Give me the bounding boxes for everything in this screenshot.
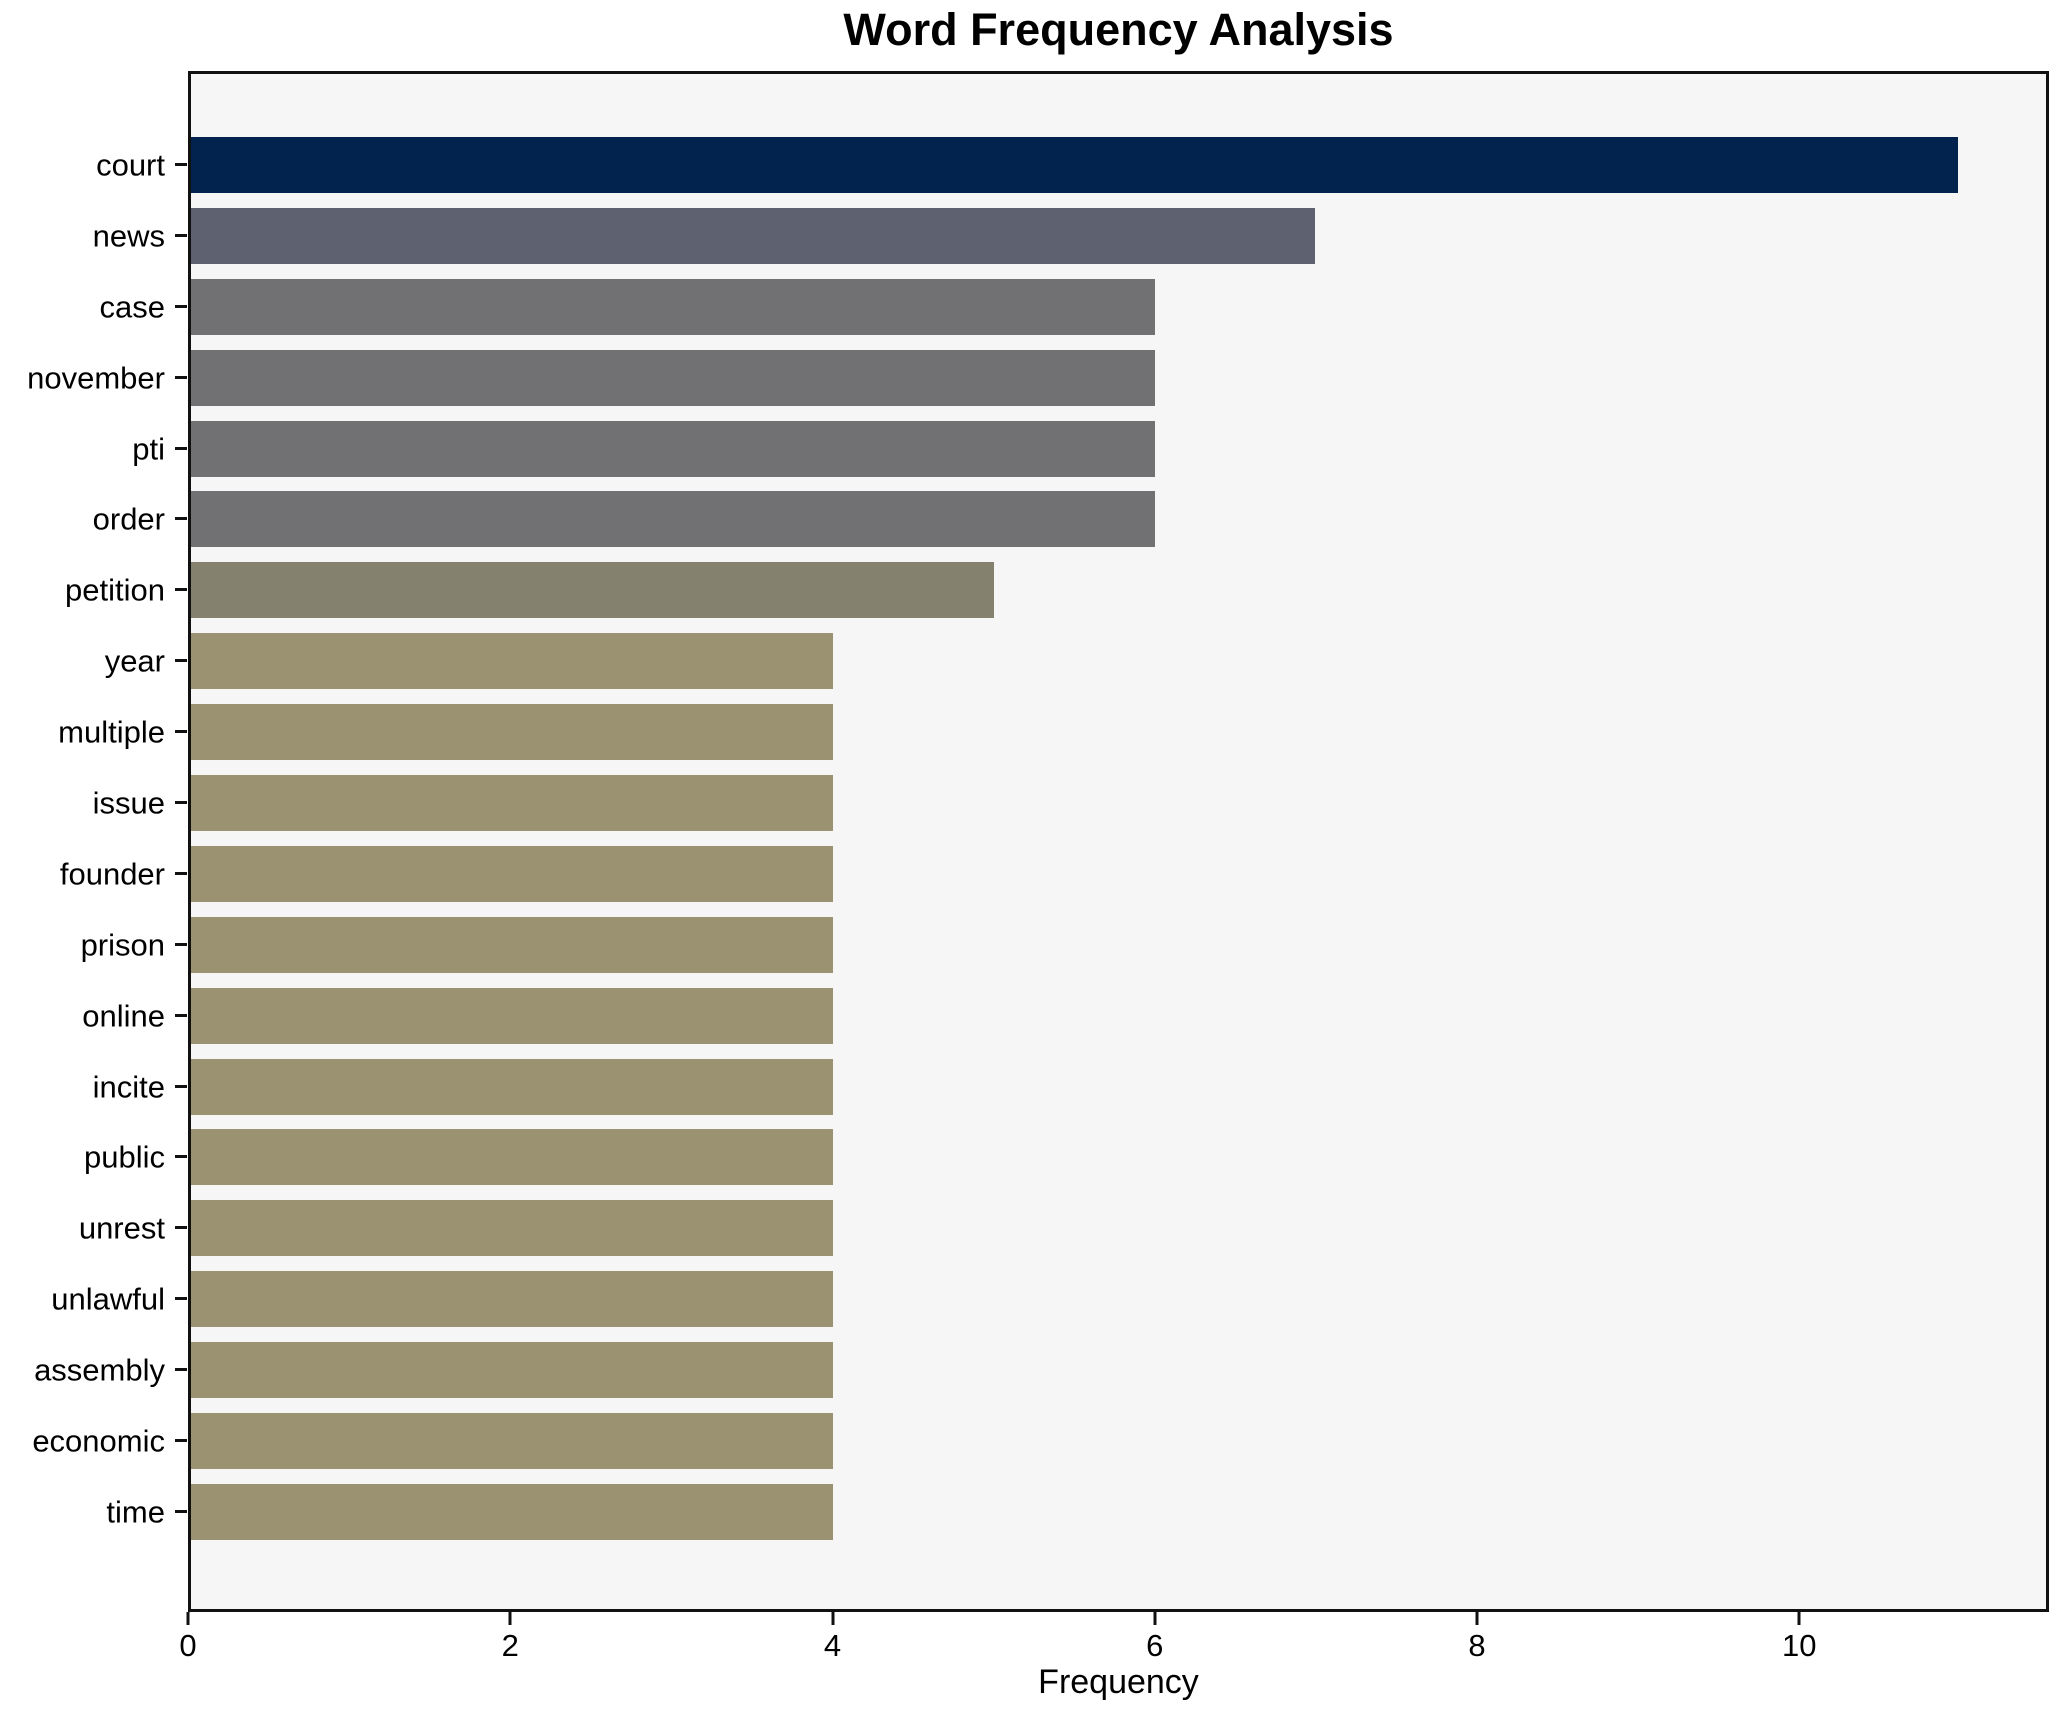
x-axis-label: Frequency bbox=[1038, 1663, 1199, 1701]
y-tick-mark bbox=[175, 730, 187, 734]
bar bbox=[191, 1483, 834, 1540]
bar bbox=[191, 349, 1155, 406]
x-tick-mark bbox=[1797, 1612, 1801, 1625]
bar bbox=[191, 1129, 834, 1186]
x-axis-ticks: 0 2 4 6 8 10 bbox=[179, 1612, 2049, 1661]
y-tick-label: online bbox=[82, 998, 165, 1034]
bar bbox=[191, 916, 834, 973]
bar bbox=[191, 278, 1155, 335]
bar bbox=[191, 1058, 834, 1115]
y-tick-label: economic bbox=[32, 1423, 165, 1459]
x-tick-label: 8 bbox=[1468, 1628, 1486, 1663]
bar-row: online bbox=[82, 987, 2046, 1044]
bar-row: assembly bbox=[34, 1342, 2046, 1399]
bar-row: case bbox=[100, 278, 2046, 335]
y-tick-label: unrest bbox=[78, 1210, 165, 1246]
bar bbox=[191, 1200, 834, 1257]
x-tick-mark bbox=[831, 1612, 834, 1625]
x-tick-label: 2 bbox=[501, 1628, 519, 1663]
chart-title: Word Frequency Analysis bbox=[843, 4, 1394, 55]
bar-row: unlawful bbox=[51, 1271, 2046, 1328]
bar bbox=[191, 1342, 834, 1399]
y-tick-mark bbox=[175, 1368, 187, 1372]
x-tick-mark bbox=[186, 1612, 190, 1625]
bars-container: court news case november pti order petition yea… bbox=[27, 137, 2046, 1540]
bar bbox=[191, 845, 834, 902]
bar-row: multiple bbox=[58, 704, 2046, 761]
bar-row: order bbox=[93, 491, 2046, 548]
bar bbox=[191, 562, 995, 619]
bar-row: prison bbox=[81, 916, 2046, 973]
y-tick-label: public bbox=[84, 1139, 165, 1175]
bar-row: court bbox=[96, 137, 2046, 193]
y-tick-mark bbox=[175, 942, 187, 946]
y-tick-mark bbox=[175, 304, 187, 308]
bar bbox=[191, 633, 834, 690]
bar bbox=[191, 491, 1155, 548]
y-tick-mark bbox=[175, 588, 187, 592]
x-tick-label: 4 bbox=[823, 1628, 842, 1663]
y-tick-label: petition bbox=[65, 572, 165, 608]
y-tick-mark bbox=[175, 1226, 187, 1230]
y-tick-mark bbox=[175, 517, 187, 521]
x-tick-mark bbox=[508, 1612, 512, 1625]
x-tick-label: 0 bbox=[179, 1628, 197, 1663]
bar-row: unrest bbox=[79, 1200, 2046, 1257]
y-tick-mark bbox=[175, 659, 187, 663]
y-tick-mark bbox=[175, 375, 187, 379]
y-tick-mark bbox=[175, 1084, 187, 1088]
y-tick-mark bbox=[175, 1013, 187, 1017]
y-tick-label: incite bbox=[92, 1069, 165, 1105]
y-tick-mark bbox=[175, 1439, 187, 1443]
bar-row: pti bbox=[132, 420, 2046, 477]
y-tick-label: assembly bbox=[34, 1352, 165, 1388]
y-tick-label: november bbox=[27, 360, 165, 396]
y-tick-mark bbox=[175, 1509, 187, 1513]
y-tick-label: order bbox=[92, 501, 165, 537]
bar-row: year bbox=[105, 633, 2046, 690]
bar-row: economic bbox=[32, 1413, 2046, 1470]
x-tick-label: 10 bbox=[1782, 1628, 1817, 1663]
y-tick-label: issue bbox=[92, 785, 165, 821]
y-tick-mark bbox=[175, 1297, 187, 1301]
y-tick-mark bbox=[175, 1155, 187, 1159]
y-tick-label: pti bbox=[132, 431, 165, 467]
bar bbox=[191, 704, 834, 761]
y-tick-mark bbox=[175, 801, 187, 805]
y-tick-label: founder bbox=[59, 856, 165, 892]
y-tick-label: case bbox=[99, 289, 165, 325]
bar bbox=[191, 1413, 834, 1470]
y-tick-label: prison bbox=[80, 927, 165, 963]
bar bbox=[191, 987, 834, 1044]
bar-row: public bbox=[84, 1129, 2046, 1186]
bar-row: petition bbox=[65, 562, 2046, 619]
y-tick-mark bbox=[175, 163, 187, 166]
bar-row: news bbox=[93, 207, 2046, 264]
bar bbox=[191, 1271, 834, 1328]
bar-row: time bbox=[106, 1483, 2046, 1540]
bar-row: issue bbox=[93, 775, 2046, 832]
bar-row: november bbox=[27, 349, 2046, 406]
bar bbox=[191, 137, 1958, 193]
bar bbox=[191, 775, 834, 832]
bar-row: founder bbox=[60, 845, 2046, 902]
bar bbox=[191, 420, 1155, 477]
bar bbox=[191, 207, 1316, 264]
y-tick-label: news bbox=[92, 218, 165, 254]
y-tick-label: multiple bbox=[58, 714, 165, 750]
x-tick-mark bbox=[1153, 1612, 1157, 1625]
x-tick-label: 6 bbox=[1146, 1628, 1164, 1663]
y-tick-label: court bbox=[96, 147, 165, 183]
bar-row: incite bbox=[93, 1058, 2046, 1115]
y-tick-mark bbox=[175, 233, 187, 237]
y-tick-label: time bbox=[106, 1494, 165, 1530]
plot-area: court news case november pti order petition yea… bbox=[27, 71, 2049, 1612]
x-tick-mark bbox=[1475, 1612, 1479, 1625]
y-tick-mark bbox=[175, 446, 187, 450]
y-tick-mark bbox=[175, 871, 187, 875]
y-tick-label: year bbox=[104, 643, 165, 679]
y-tick-label: unlawful bbox=[51, 1281, 165, 1317]
